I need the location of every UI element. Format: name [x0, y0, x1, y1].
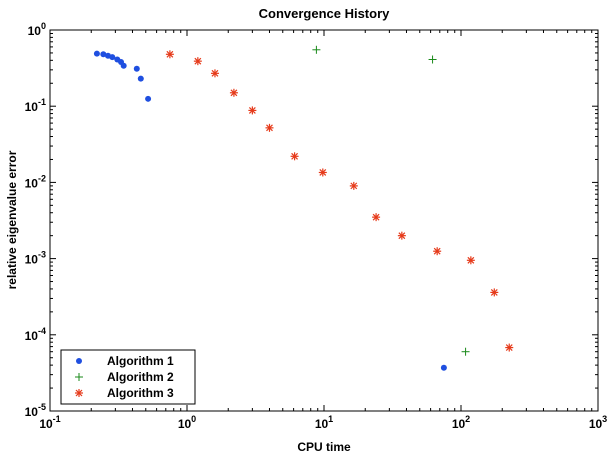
series-3-point: [397, 231, 406, 240]
y-tick-label: 10-2: [25, 173, 46, 190]
series-3-point: [433, 247, 442, 256]
y-tick-label: 10-4: [25, 326, 46, 343]
y-tick-label: 100: [28, 21, 46, 38]
series-1-point: [133, 65, 140, 72]
series-3-point: [349, 181, 358, 190]
x-tick-label: 100: [178, 414, 196, 431]
series-1-point: [100, 51, 107, 58]
series-1-point: [109, 54, 116, 61]
y-tick-label: 10-1: [25, 97, 46, 114]
series-2-point: [312, 45, 321, 54]
series-3-point: [318, 168, 327, 177]
series-1-point: [93, 50, 100, 57]
legend-label-1: Algorithm 1: [107, 354, 174, 368]
axis-ticks: 10-1 100 101 102 103 10-5 10-4 10-3 10-2 10-1 100: [25, 21, 607, 431]
series-3-point: [248, 106, 257, 115]
legend: Algorithm 1 Algorithm 2 Algorithm 3: [60, 349, 196, 405]
series-1-point: [440, 364, 447, 371]
y-tick-label: 10-5: [25, 402, 46, 419]
series-3-point: [290, 152, 299, 161]
legend-marker-1: [76, 358, 82, 364]
series-3-point: [505, 343, 514, 352]
series-1-point: [145, 95, 152, 102]
x-tick-label: 102: [452, 414, 470, 431]
x-tick-label: 103: [589, 414, 607, 431]
x-tick-label: 101: [315, 414, 333, 431]
x-tick-label: 10-1: [39, 414, 60, 431]
series-3-point: [193, 57, 202, 66]
series-2-point: [428, 55, 437, 64]
legend-box: [60, 349, 196, 405]
legend-marker-2: [75, 373, 83, 381]
series-3-point: [165, 50, 174, 59]
y-tick-label: 10-3: [25, 250, 46, 267]
series-3-point: [466, 256, 475, 265]
legend-label-3: Algorithm 3: [107, 386, 174, 400]
series-3-point: [265, 123, 274, 132]
data-marks: [93, 45, 514, 371]
legend-marker-3: [75, 389, 83, 397]
series-3-point: [229, 88, 238, 97]
chart-title: Convergence History: [259, 6, 391, 21]
x-axis-label: CPU time: [297, 440, 351, 454]
y-axis-label: relative eigenvalue error: [5, 150, 19, 289]
series-3-point: [490, 288, 499, 297]
series-3-point: [372, 213, 381, 222]
series-1-point: [137, 75, 144, 82]
series-1-point: [120, 62, 127, 69]
series-2-point: [461, 347, 470, 356]
series-3-point: [210, 69, 219, 78]
legend-label-2: Algorithm 2: [107, 370, 174, 384]
